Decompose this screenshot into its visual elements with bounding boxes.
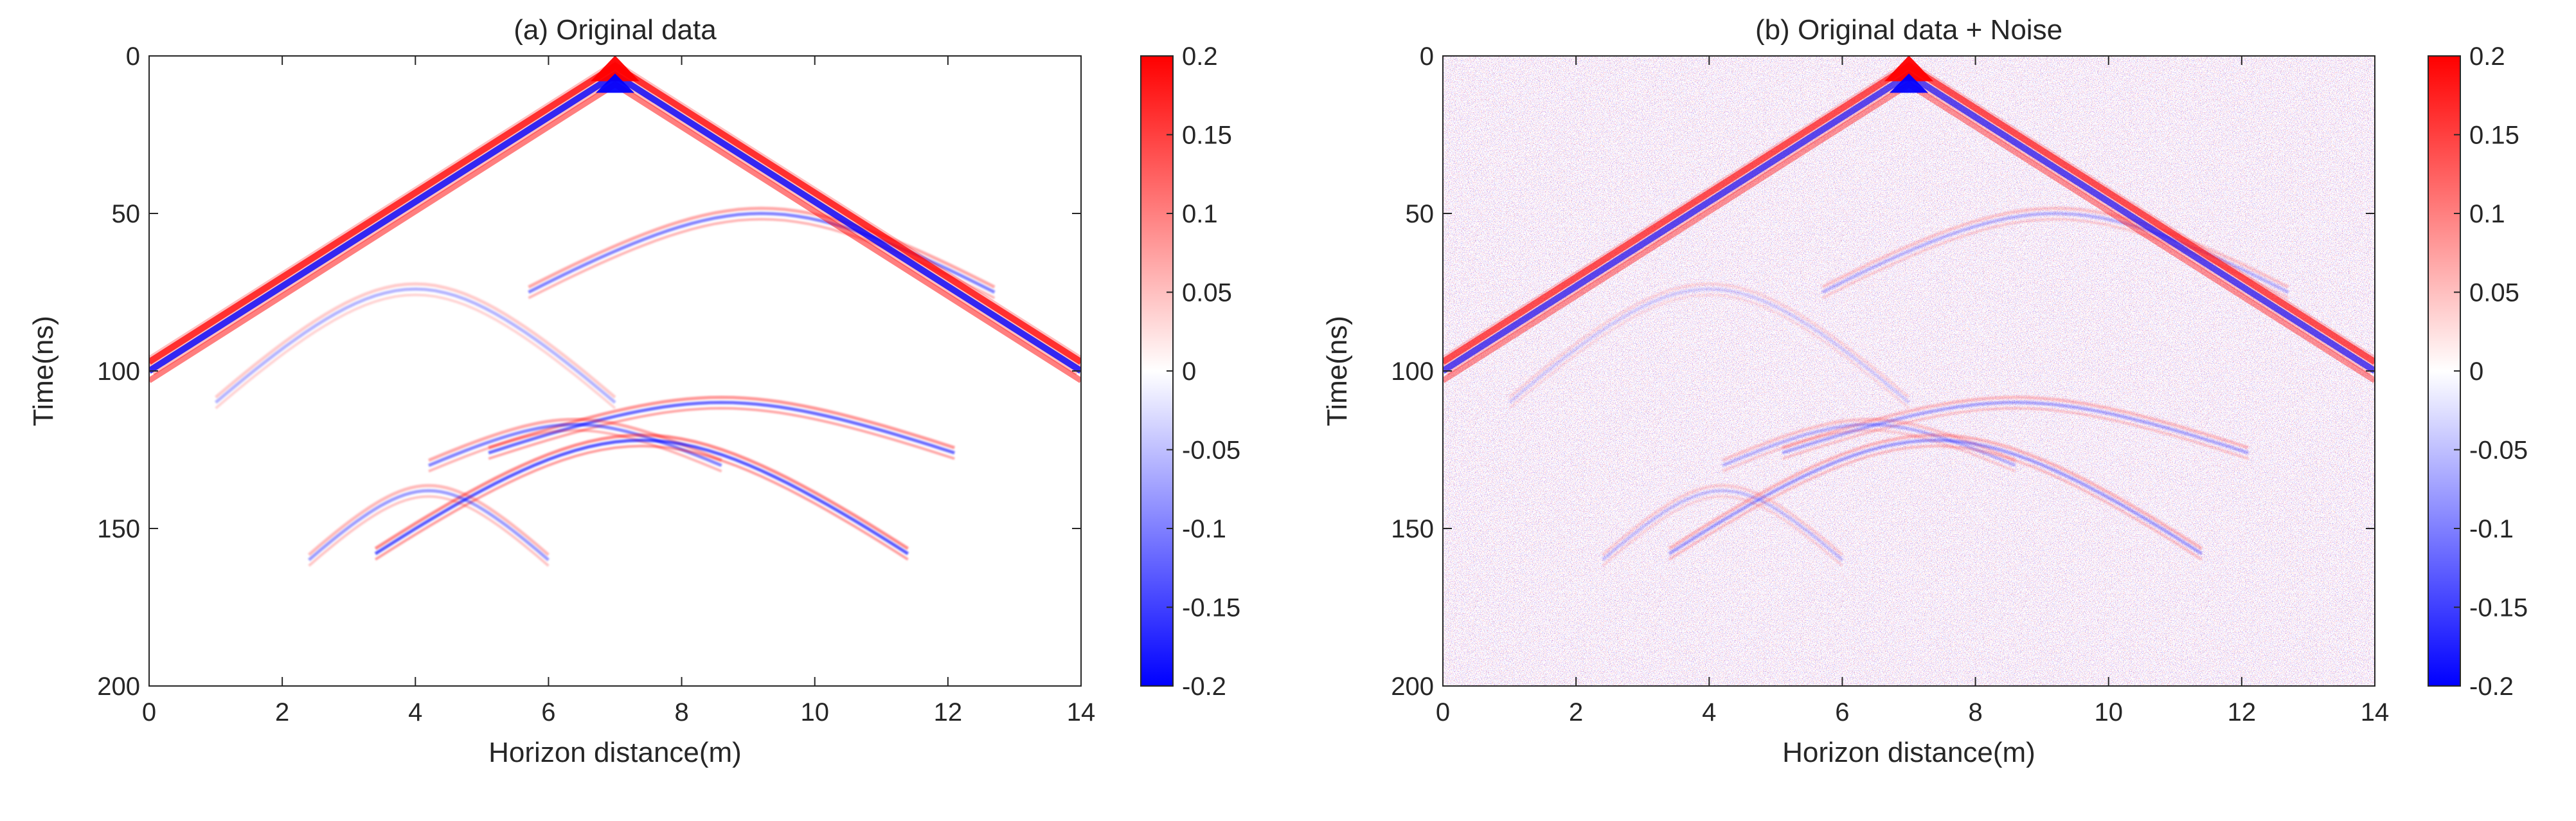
x-tick-label: 8 (1968, 698, 1982, 726)
hyperbola-positive-lobe (307, 483, 550, 556)
y-tick-label: 150 (97, 515, 140, 543)
hyperbola-positive-lobe (528, 206, 996, 289)
colorbar-tick-label: -0.15 (2469, 594, 2528, 622)
x-tick-label: 12 (2228, 698, 2257, 726)
hyperbola-positive-lobe (428, 417, 722, 462)
colorbar-tick-label: 0.15 (2469, 122, 2519, 150)
y-tick-label: 0 (1420, 42, 1434, 71)
x-tick-label: 0 (142, 698, 156, 726)
hyperbola-positive-lobe (214, 282, 616, 399)
colorbar: 0.2 0.15 0.1 0.05 0 -0.05 -0.1 -0.15 -0.2 (1140, 42, 1240, 701)
x-tick-label: 10 (800, 698, 829, 726)
panel-a: 0 2 4 6 8 10 12 14 0 50 100 150 200 (a) Original data… (28, 14, 1095, 768)
y-tick-label: 200 (1391, 672, 1434, 701)
heatmap-content (1443, 56, 2375, 686)
x-tick-label: 4 (1702, 698, 1716, 726)
colorbar-tick-label: -0.05 (1182, 437, 1240, 465)
colorbar-tick-label: 0.2 (1182, 42, 1218, 71)
colorbar-tick-label: 0 (2469, 357, 2483, 386)
colorbar: 0.2 0.15 0.1 0.05 0 -0.05 -0.1 -0.15 -0.2 (2428, 42, 2528, 701)
colorbar-tick-label: 0 (1182, 357, 1196, 386)
colorbar-tick-label: -0.2 (2469, 672, 2514, 701)
x-tick-label: 12 (934, 698, 963, 726)
y-tick-label: 50 (1406, 200, 1435, 228)
panel-b: 0 2 4 6 8 10 12 14 0 50 100 150 200 (b) Original data… (1321, 14, 2389, 768)
hyperbola-positive-tail (1782, 406, 2249, 460)
hyperbola-negative-lobe (1782, 401, 2249, 455)
x-axis-label: Horizon distance(m) (488, 737, 742, 768)
hyperbola-positive-tail (488, 406, 955, 460)
hyperbola-negative-lobe (1722, 422, 2016, 467)
diffraction-hyperbola (307, 483, 550, 567)
hyperbola-positive-tail (308, 495, 550, 567)
colorbar-tick-label: 0.2 (2469, 42, 2505, 71)
diffraction-hyperbola (1508, 282, 1910, 410)
colorbar-tick-label: 0.05 (2469, 279, 2519, 307)
y-tick-label: 0 (126, 42, 140, 71)
x-tick-label: 2 (275, 698, 289, 726)
hyperbola-positive-lobe (1601, 483, 1844, 556)
x-tick-label: 2 (1569, 698, 1583, 726)
diffraction-hyperbola (1601, 483, 1844, 567)
x-tick-label: 14 (2361, 698, 2390, 726)
chart-title: (a) Original data (514, 14, 717, 46)
x-tick-label: 8 (674, 698, 688, 726)
y-tick-label: 200 (97, 672, 140, 701)
x-tick-label: 4 (408, 698, 422, 726)
hyperbola-negative-lobe (1508, 287, 1910, 404)
noise-field (1443, 56, 2375, 686)
x-tick-label: 0 (1436, 698, 1450, 726)
hyperbola-negative-lobe (488, 401, 955, 455)
hyperbola-positive-tail (215, 293, 616, 410)
x-axis-label: Horizon distance(m) (1782, 737, 2035, 768)
direct-wave-apex-positive (591, 56, 640, 82)
diffraction-hyperbola (1722, 417, 2016, 473)
direct-wave-apex-positive (1884, 56, 1933, 82)
hyperbola-positive-tail (1602, 495, 1843, 567)
y-tick-label: 100 (1391, 357, 1434, 386)
chart-title: (b) Original data + Noise (1755, 14, 2062, 46)
y-tick-label: 50 (112, 200, 141, 228)
colorbar-tick-label: 0.15 (1182, 122, 1232, 150)
hyperbola-positive-lobe (1508, 282, 1910, 399)
colorbar-tick-label: -0.1 (2469, 515, 2514, 543)
hyperbola-positive-lobe (1722, 417, 2016, 462)
colorbar-tick-label: 0.1 (1182, 200, 1218, 228)
direct-wave (1443, 56, 2375, 383)
y-tick-label: 100 (97, 357, 140, 386)
heatmap-content (149, 56, 1081, 567)
hyperbola-negative-lobe (214, 287, 616, 404)
plot-area (149, 56, 1081, 686)
hyperbola-positive-tail (1722, 429, 2016, 473)
hyperbola-negative-lobe (1601, 489, 1844, 561)
colorbar-tick-label: -0.05 (2469, 437, 2528, 465)
hyperbola-positive-tail (428, 429, 722, 473)
colorbar-tick-label: -0.1 (1182, 515, 1226, 543)
direct-wave-apex-negative (596, 73, 634, 93)
hyperbola-positive-lobe (1821, 206, 2289, 289)
colorbar-tick-label: 0.05 (1182, 279, 1232, 307)
colorbar-tick-label: -0.15 (1182, 594, 1240, 622)
direct-wave-apex-negative (1890, 73, 1928, 93)
y-tick-label: 150 (1391, 515, 1434, 543)
direct-wave (149, 56, 1081, 383)
diffraction-hyperbola (214, 282, 616, 410)
hyperbola-positive-tail (1508, 293, 1910, 410)
colorbar-tick-label: -0.2 (1182, 672, 1226, 701)
x-tick-label: 6 (541, 698, 555, 726)
diffraction-hyperbola (428, 417, 722, 473)
hyperbola-negative-lobe (428, 422, 722, 467)
colorbar-tick-label: 0.1 (2469, 200, 2505, 228)
hyperbola-negative-lobe (307, 489, 550, 561)
y-axis-label: Time(ns) (1321, 316, 1353, 426)
x-tick-label: 6 (1835, 698, 1849, 726)
x-tick-label: 10 (2094, 698, 2123, 726)
x-tick-label: 14 (1067, 698, 1096, 726)
y-axis-label: Time(ns) (28, 316, 59, 426)
